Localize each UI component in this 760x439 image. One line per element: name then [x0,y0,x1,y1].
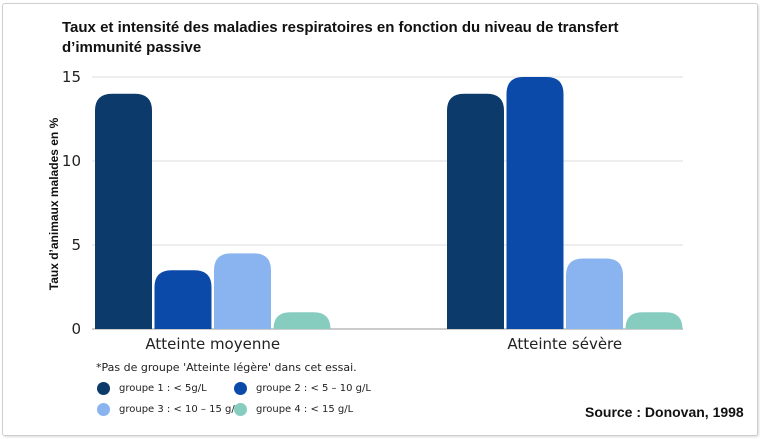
legend-swatch [97,403,110,416]
bar [506,77,564,329]
legend-item: groupe 3 : < 10 – 15 g/L [97,403,240,416]
legend-label: groupe 1 : < 5g/L [119,383,207,394]
bar [625,312,683,329]
y-tick-label: 5 [71,236,81,254]
y-tick-label: 0 [71,320,81,338]
legend-label: groupe 4 : < 15 g/L [256,404,354,415]
legend-swatch [234,382,247,395]
bar [95,93,152,329]
chart-title: Taux et intensité des maladies respirato… [62,19,619,56]
bar [214,253,271,329]
legend-swatch [234,403,247,416]
bar [566,258,623,329]
legend-item: groupe 4 : < 15 g/L [234,403,353,416]
source-label: Source : Donovan, 1998 [585,404,744,420]
footnote: *Pas de groupe 'Atteinte légère' dans ce… [96,361,357,374]
y-tick-label: 10 [62,152,81,170]
legend-item: groupe 1 : < 5g/L [97,382,207,395]
legend-label: groupe 3 : < 10 – 15 g/L [119,404,241,415]
bar [273,312,331,329]
bar [154,270,212,329]
legend-item: groupe 2 : < 5 – 10 g/L [234,382,371,395]
legend-swatch [97,382,110,395]
legend-label: groupe 2 : < 5 – 10 g/L [256,383,371,394]
y-tick-label: 15 [62,68,81,86]
x-category-label: Atteinte sévère [507,335,622,353]
y-axis-label: Taux d’animaux malades en % [47,117,61,290]
x-category-label: Atteinte moyenne [145,335,280,353]
bar [447,93,504,329]
